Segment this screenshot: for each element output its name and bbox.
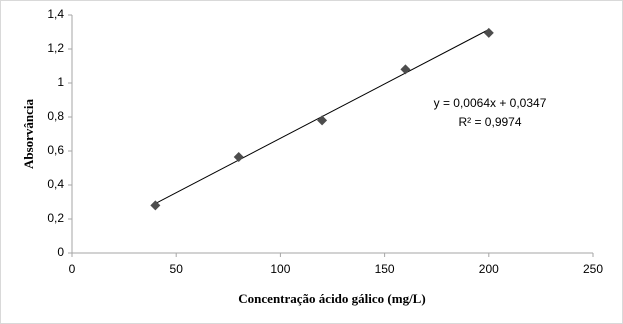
trendline-equation: y = 0,0064x + 0,0347 [434,96,547,110]
y-tick-label: 1 [57,75,64,89]
y-tick-label: 0,8 [47,109,64,123]
x-tick-label: 50 [170,262,184,276]
data-point [483,27,494,38]
data-point [150,200,161,211]
trendline-r-squared: R² = 0,9974 [458,115,521,129]
data-point [400,64,411,75]
y-tick-label: 0,2 [47,211,64,225]
x-axis-title: Concentração ácido gálico (mg/L) [238,291,425,306]
x-tick-label: 0 [69,262,76,276]
data-point [233,151,244,162]
y-tick-label: 0,6 [47,143,64,157]
y-tick-label: 0 [57,245,64,259]
y-tick-label: 1,2 [47,41,64,55]
data-point [317,115,328,126]
y-tick-label: 1,4 [47,7,64,21]
y-tick-label: 0,4 [47,177,64,191]
x-tick-label: 250 [583,262,603,276]
x-tick-label: 100 [270,262,290,276]
x-tick-label: 200 [479,262,499,276]
y-axis-title: Absorvância [21,98,36,169]
x-tick-label: 150 [375,262,395,276]
